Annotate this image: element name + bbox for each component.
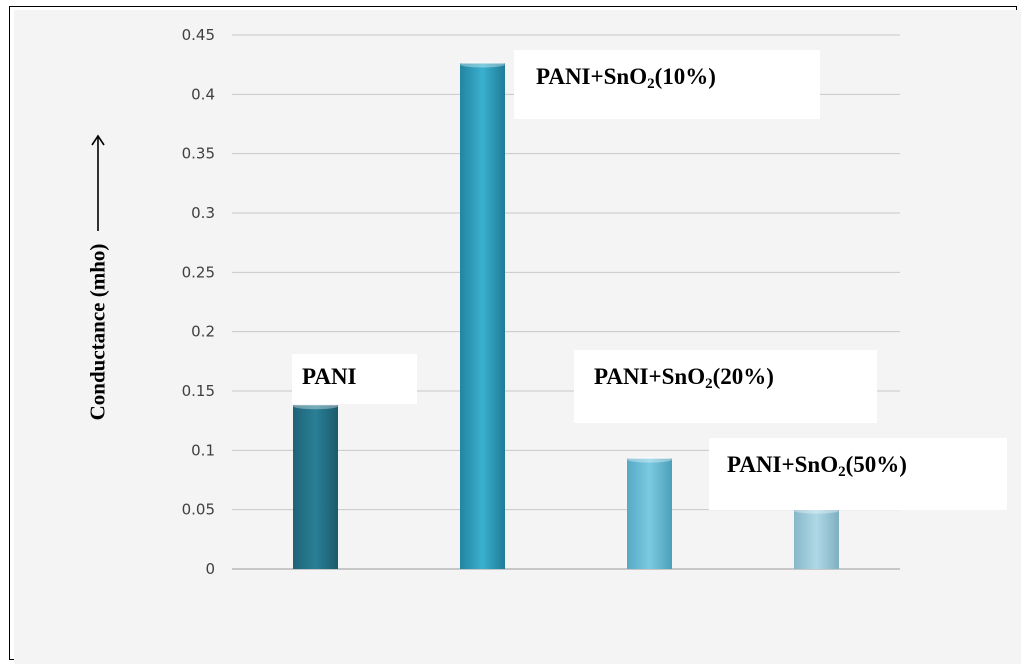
bar — [627, 458, 672, 569]
bar — [293, 405, 338, 569]
bar-top-highlight — [627, 456, 672, 463]
y-tick-label: 0.05 — [182, 501, 215, 519]
y-axis-ticks: 0 0.05 0.1 0.15 0.2 0.25 0.3 0.35 0.4 0.45 — [182, 26, 215, 578]
y-tick-label: 0.4 — [191, 85, 215, 103]
y-tick-label: 0.1 — [191, 441, 215, 459]
y-tick-label: 0.25 — [182, 263, 215, 281]
up-arrow-icon — [91, 134, 105, 231]
bar-label-pani: PANI — [292, 354, 417, 404]
bar-label-pani-sno2-10: PANI+SnO2(10%) — [514, 50, 820, 119]
y-tick-label: 0.35 — [182, 145, 215, 163]
bar — [460, 63, 505, 569]
bar-top-highlight — [460, 61, 505, 68]
y-tick-label: 0 — [205, 560, 215, 578]
y-tick-label: 0.45 — [182, 26, 215, 44]
bar — [794, 509, 839, 569]
bar-label-pani-sno2-50: PANI+SnO2(50%) — [709, 438, 1007, 510]
bars — [293, 61, 839, 569]
bar-label-pani-sno2-20: PANI+SnO2(20%) — [574, 350, 877, 423]
chart-area — [14, 10, 1021, 664]
y-axis-label: Conductance (mho) — [85, 243, 110, 421]
bar-top-highlight — [293, 403, 338, 410]
y-tick-label: 0.2 — [191, 323, 215, 341]
y-tick-label: 0.3 — [191, 204, 215, 222]
y-tick-label: 0.15 — [182, 382, 215, 400]
